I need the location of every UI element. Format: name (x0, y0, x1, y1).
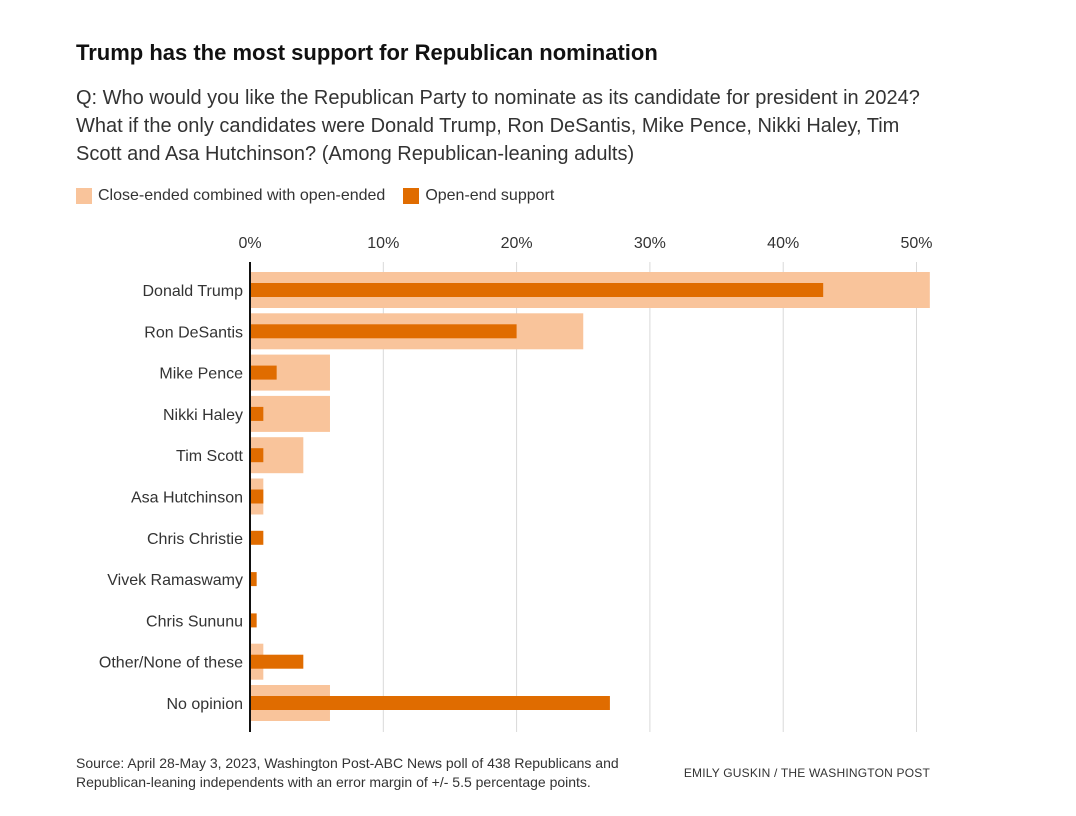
bar-open-end (250, 654, 304, 669)
category-label: Nikki Haley (163, 407, 243, 424)
bar-open-end (250, 406, 264, 421)
category-label: Asa Hutchinson (131, 490, 243, 507)
bar-open-end (250, 324, 517, 339)
bar-chart: 0% 10% 20% 30% 40% 50% Donald Trump Ron DeSanti… (99, 235, 933, 732)
bar-open-end (250, 696, 610, 710)
x-tick-label: 20% (501, 235, 533, 252)
legend-label-open-end: Open-end support (425, 187, 555, 204)
chart-title: Trump has the most support for Republica… (76, 40, 658, 65)
legend-item-open-end: Open-end support (403, 187, 554, 205)
bar-open-end (250, 530, 264, 545)
category-label: Vivek Ramaswamy (107, 572, 243, 589)
bar-open-end (250, 365, 277, 380)
x-tick-label: 30% (634, 235, 666, 252)
bar-open-end (250, 572, 257, 587)
category-label: Ron DeSantis (144, 324, 243, 341)
bar-open-end (250, 613, 257, 628)
category-label: Mike Pence (159, 366, 243, 383)
category-label: Chris Christie (147, 531, 243, 548)
legend-swatch-open-end (403, 188, 420, 204)
bar-open-end (250, 489, 264, 504)
legend-label-combined: Close-ended combined with open-ended (98, 187, 386, 204)
x-tick-label: 40% (767, 235, 799, 252)
chart-subtitle: Q: Who would you like the Republican Par… (76, 87, 920, 165)
credit: EMILY GUSKIN / THE WASHINGTON POST (683, 766, 930, 780)
category-label: Chris Sununu (146, 613, 243, 630)
category-label: Donald Trump (143, 283, 244, 300)
x-tick-label: 0% (238, 235, 261, 252)
legend: Close-ended combined with open-ended Ope… (76, 184, 572, 208)
source-note: Source: April 28-May 3, 2023, Washington… (76, 755, 619, 790)
x-tick-label: 50% (900, 235, 932, 252)
bar-open-end (250, 283, 824, 297)
legend-item-combined: Close-ended combined with open-ended (76, 187, 385, 205)
bar-open-end (250, 448, 264, 463)
category-label: Tim Scott (176, 448, 244, 465)
bar-combined (250, 395, 330, 432)
category-label: No opinion (167, 696, 244, 713)
category-label: Other/None of these (99, 655, 243, 672)
x-tick-label: 10% (367, 235, 399, 252)
legend-swatch-combined (76, 188, 92, 204)
